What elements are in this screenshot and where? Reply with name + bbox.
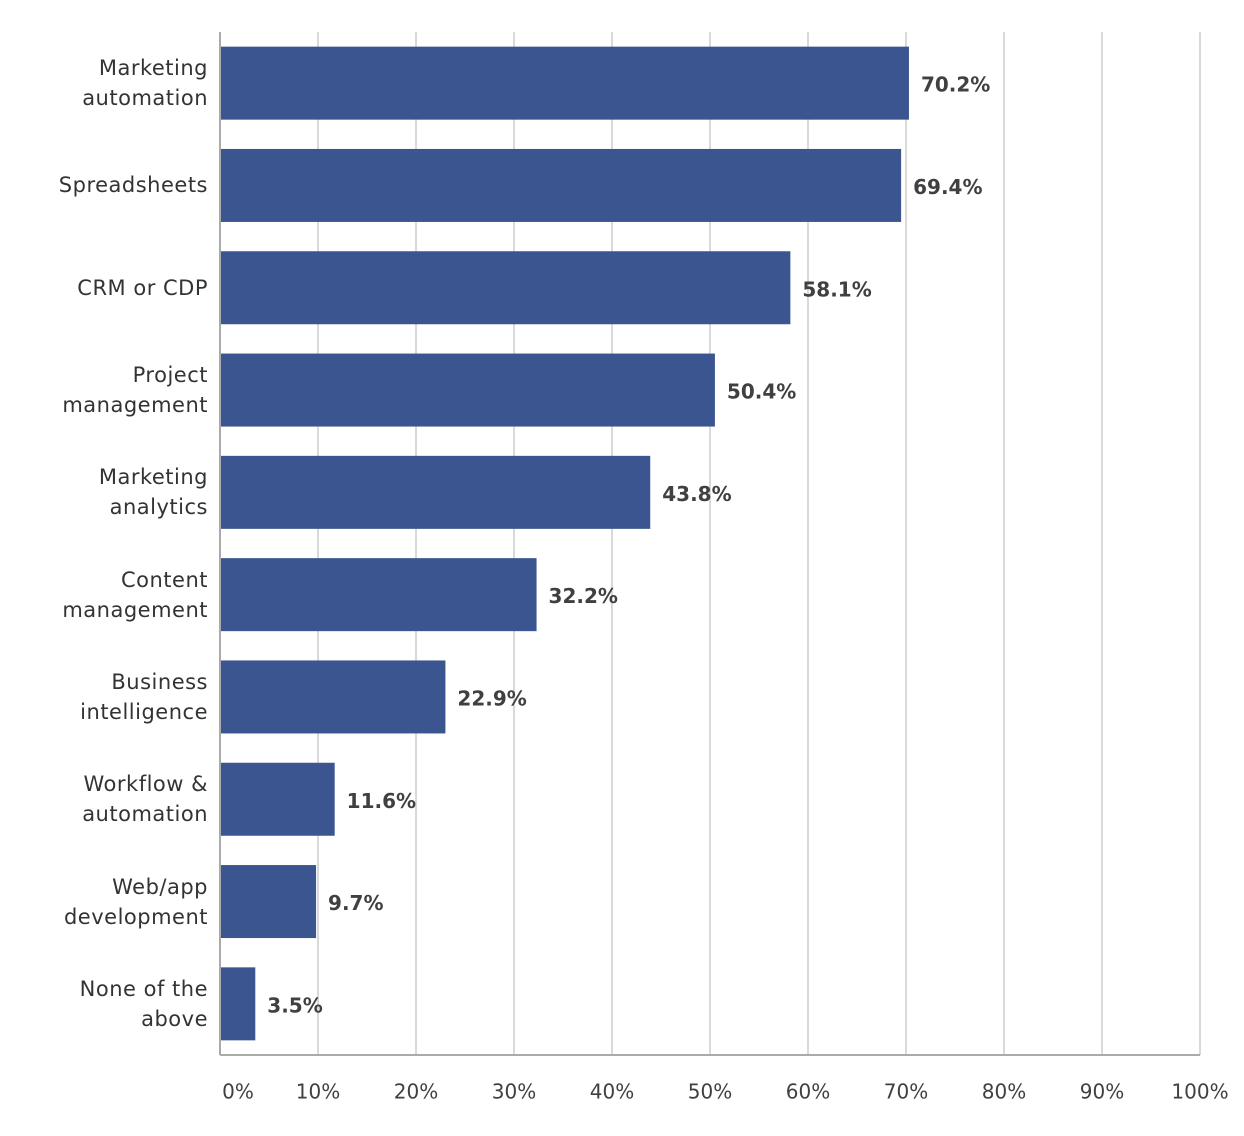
value-label: 50.4% — [727, 380, 796, 404]
bar — [221, 353, 715, 427]
y-tick-label: Project management — [62, 363, 208, 418]
x-tick-label: 60% — [786, 1080, 830, 1104]
x-tick-label: 90% — [1080, 1080, 1124, 1104]
x-tick-label: 50% — [688, 1080, 732, 1104]
y-tick-label: Business intelligence — [80, 669, 208, 724]
bar — [221, 46, 909, 120]
value-label: 9.7% — [328, 891, 383, 915]
bar — [221, 865, 317, 939]
y-tick-label: None of the above — [79, 976, 208, 1031]
y-tick-label: Spreadsheets — [58, 173, 208, 198]
value-label: 58.1% — [802, 277, 871, 301]
bar — [221, 148, 902, 222]
x-tick-label: 0% — [222, 1080, 254, 1104]
bar — [221, 558, 537, 632]
x-tick-label: 10% — [296, 1080, 340, 1104]
value-label: 22.9% — [457, 686, 526, 710]
y-tick-label: Marketing analytics — [98, 465, 208, 520]
y-tick-label: Workflow & automation — [82, 772, 208, 827]
x-tick-label: 70% — [884, 1080, 928, 1104]
value-label: 70.2% — [921, 73, 990, 97]
bar — [221, 251, 791, 325]
y-tick-label: Web/app development — [63, 874, 208, 929]
y-tick-label: Content management — [62, 567, 208, 622]
x-tick-label: 100% — [1171, 1080, 1228, 1104]
value-label: 43.8% — [662, 482, 731, 506]
x-tick-label: 40% — [590, 1080, 634, 1104]
bar — [221, 455, 651, 529]
bar — [221, 967, 256, 1041]
value-label: 3.5% — [267, 993, 322, 1017]
x-tick-label: 30% — [492, 1080, 536, 1104]
y-tick-label: CRM or CDP — [77, 275, 208, 300]
value-label: 11.6% — [347, 789, 416, 813]
value-label: 69.4% — [913, 175, 982, 199]
x-tick-label: 80% — [982, 1080, 1026, 1104]
x-tick-label: 20% — [394, 1080, 438, 1104]
bar — [221, 762, 335, 836]
value-label: 32.2% — [549, 584, 618, 608]
bar — [221, 660, 446, 734]
y-tick-label: Marketing automation — [82, 56, 208, 111]
